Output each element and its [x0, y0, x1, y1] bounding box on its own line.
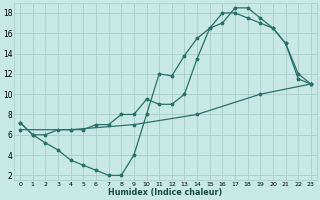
X-axis label: Humidex (Indice chaleur): Humidex (Indice chaleur) [108, 188, 223, 197]
